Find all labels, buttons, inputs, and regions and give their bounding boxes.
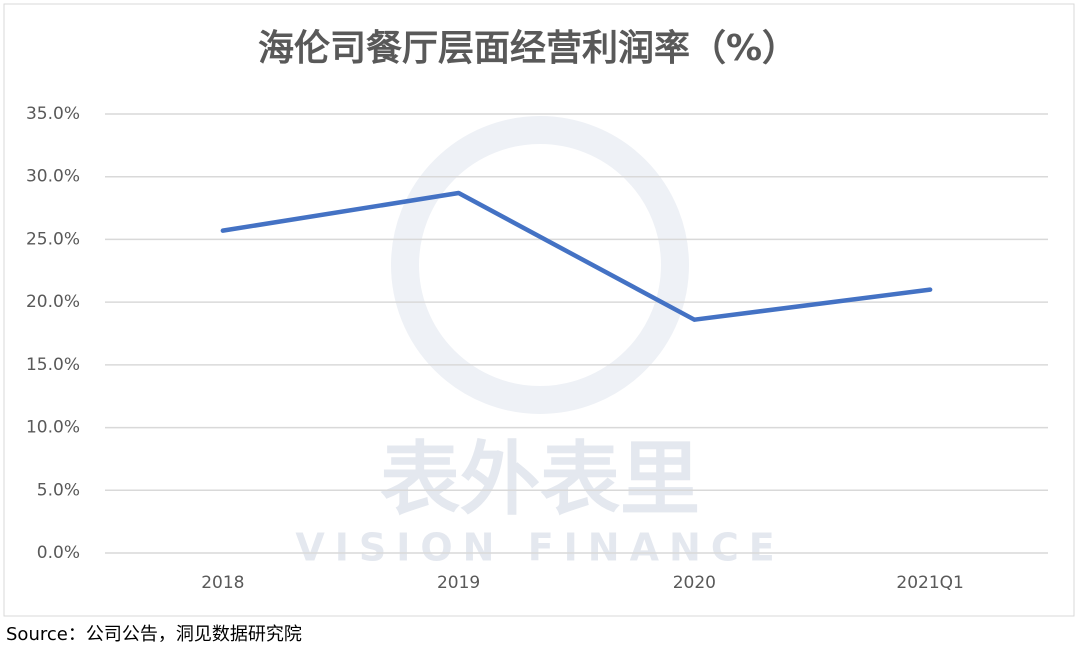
watermark: 表外表里 xyxy=(380,433,700,526)
y-tick-label: 30.0% xyxy=(26,167,80,187)
line-series xyxy=(220,190,933,322)
x-tick-label: 2020 xyxy=(673,573,716,593)
source: Source：公司公告，洞见数据研究院 xyxy=(6,624,302,645)
y-tick-label: 15.0% xyxy=(26,355,80,375)
y-tick-label: 25.0% xyxy=(26,229,80,249)
y-tick-label: 5.0% xyxy=(37,480,80,500)
chart-frame xyxy=(3,3,1075,617)
y-tick-label: 20.0% xyxy=(26,292,80,312)
x-tick-label: 2019 xyxy=(437,573,480,593)
y-tick-label: 0.0% xyxy=(37,543,80,563)
x-tick-label: 2021Q1 xyxy=(896,573,963,593)
y-tick-label: 10.0% xyxy=(26,418,80,438)
chart-title: 海伦司餐厅层面经营利润率（%） xyxy=(258,28,798,69)
x-tick-label: 2018 xyxy=(201,573,244,593)
watermark: VISION FINANCE xyxy=(295,526,784,570)
watermark-logo xyxy=(391,116,689,414)
y-tick-label: 35.0% xyxy=(26,104,80,124)
